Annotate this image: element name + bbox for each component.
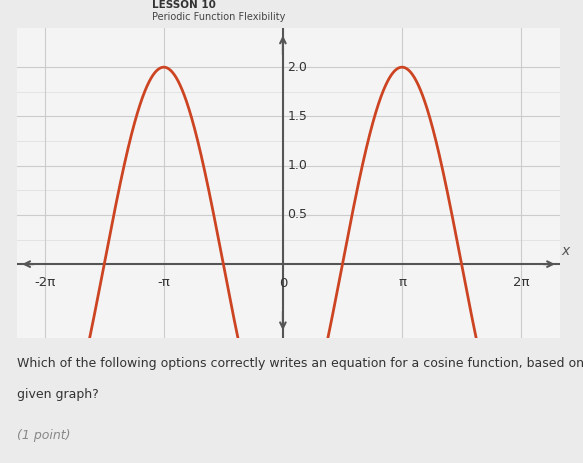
Text: (1 point): (1 point) (17, 429, 71, 442)
Text: 2.0: 2.0 (287, 61, 307, 74)
Text: -2π: -2π (34, 276, 55, 289)
Text: 1.5: 1.5 (287, 110, 307, 123)
Text: -π: -π (157, 276, 170, 289)
Text: LESSON 10: LESSON 10 (152, 0, 216, 10)
Text: π: π (398, 276, 406, 289)
Text: 2π: 2π (513, 276, 529, 289)
Text: 0: 0 (279, 277, 287, 290)
Text: Periodic Function Flexibility: Periodic Function Flexibility (152, 12, 285, 22)
Text: 1.0: 1.0 (287, 159, 307, 172)
Text: given graph?: given graph? (17, 388, 99, 401)
Text: x: x (561, 244, 570, 258)
Text: 0.5: 0.5 (287, 208, 307, 221)
Text: Which of the following options correctly writes an equation for a cosine functio: Which of the following options correctly… (17, 357, 583, 370)
